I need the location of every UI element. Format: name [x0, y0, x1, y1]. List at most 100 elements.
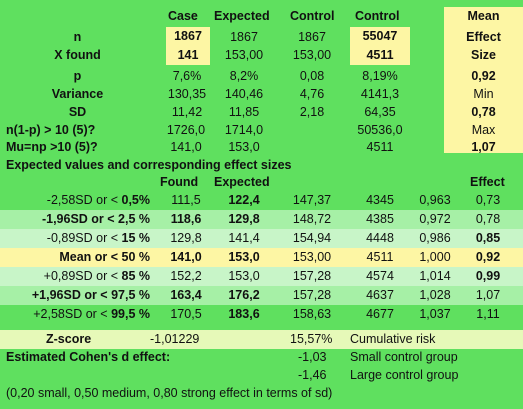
effect-row-found: 111,5 [171, 193, 201, 207]
zscore-value: -1,01229 [150, 332, 200, 346]
header-control-1: Control [290, 9, 335, 23]
effect-row-sd: -0,89SD or < [46, 231, 122, 245]
effect-row-label: -0,89SD or < 15 % [0, 229, 150, 248]
effect-row-sd: Mean or < [59, 250, 122, 264]
n1p-control-2: 50536,0 [357, 123, 403, 137]
effect-row-pct: 2,5 % [118, 212, 150, 226]
header-expected: Expected [214, 9, 270, 23]
x-control-1: 153,00 [292, 48, 332, 62]
effect-row-found: 118,6 [170, 212, 202, 226]
effect-row-control-2: 4448 [366, 231, 394, 245]
effect-row-label: Mean or < 50 % [0, 248, 150, 267]
min-effect-value: 0,78 [471, 105, 496, 119]
sd-case: 11,42 [171, 105, 203, 119]
cohen-d1: Small control group [350, 350, 458, 364]
header-control-2: Control [355, 9, 400, 23]
effect-row-pct: 15 % [121, 231, 151, 245]
effect-row-control-1: 157,28 [292, 288, 332, 302]
sd-control-2: 64,35 [364, 105, 396, 119]
var-control-2: 4141,3 [360, 87, 400, 101]
effect-row-pct: 0,5% [121, 193, 151, 207]
effect-row-control-1: 157,28 [292, 269, 332, 283]
var-expected: 140,46 [224, 87, 264, 101]
row-bg-4 [0, 248, 523, 267]
n-case[interactable]: 1867 [166, 27, 210, 46]
effect-row-effect: 1,07 [475, 288, 501, 302]
effect-header-found: Found [160, 175, 199, 189]
effect-row-sd: -2,58SD or < [46, 193, 122, 207]
effect-row-effect: 0,78 [475, 212, 501, 226]
footnote: (0,20 small, 0,50 medium, 0,80 strong ef… [6, 386, 333, 400]
effect-row-control-1: 158,63 [292, 307, 332, 321]
p-control-1: 0,08 [299, 69, 325, 83]
effect-row-effect: 0,92 [475, 250, 501, 264]
effect-row-ratio: 0,986 [419, 231, 451, 245]
min-label: Min [473, 87, 494, 101]
effect-row-effect: 0,73 [475, 193, 501, 207]
label-p: p [73, 69, 82, 83]
effect-row-control-2: 4385 [366, 212, 394, 226]
sd-control-1: 2,18 [299, 105, 325, 119]
p-control-2: 8,19% [362, 69, 398, 83]
effect-row-label: -2,58SD or < 0,5% [0, 191, 150, 210]
effect-row-control-2: 4637 [366, 288, 394, 302]
zscore-pct: 15,57% [290, 332, 333, 346]
effect-row-ratio: 1,014 [419, 269, 451, 283]
section-title: Expected values and corresponding effect… [6, 158, 292, 172]
effect-row-ratio: 0,972 [419, 212, 451, 226]
effect-row-control-2: 4677 [366, 307, 394, 321]
effect-row-expected: 122,4 [228, 193, 260, 207]
effect-row-effect: 0,99 [475, 269, 501, 283]
effect-row-expected: 183,6 [228, 307, 260, 321]
label-n1p: n(1-p) > 10 (5)? [6, 123, 96, 137]
effect-row-sd: -1,96SD or < [41, 212, 119, 226]
cohen-v2: -1,46 [298, 368, 327, 382]
label-n: n [73, 30, 82, 44]
x-control-2[interactable]: 4511 [350, 46, 410, 65]
effect-row-label: +1,96SD or < 97,5 % [0, 286, 150, 305]
effect-row-effect: 0,85 [475, 231, 501, 245]
effect-row-ratio: 0,963 [419, 193, 451, 207]
label-variance: Variance [51, 87, 104, 101]
mu-case: 141,0 [170, 140, 202, 154]
effect-row-pct: 85 % [121, 269, 151, 283]
effect-row-pct: 97,5 % [111, 288, 150, 302]
x-case[interactable]: 141 [166, 46, 210, 65]
effect-row-control-1: 148,72 [292, 212, 332, 226]
size-label: Size [470, 48, 496, 62]
zscore-row-bg [0, 330, 523, 349]
n-control-2[interactable]: 55047 [350, 27, 410, 46]
effect-row-pct: 99,5 % [111, 307, 150, 321]
effect-row-expected: 176,2 [228, 288, 260, 302]
n1p-case: 1726,0 [166, 123, 206, 137]
effect-row-sd: +2,58SD or < [33, 307, 112, 321]
header-case: Case [168, 9, 198, 23]
effect-row-found: 163,4 [170, 288, 202, 302]
effect-row-label: +0,89SD or < 85 % [0, 267, 150, 286]
n1p-expected: 1714,0 [224, 123, 264, 137]
effect-row-found: 129,8 [170, 231, 202, 245]
effect-row-control-2: 4511 [366, 250, 394, 264]
zscore-desc: Cumulative risk [350, 332, 436, 346]
p-expected: 8,2% [229, 69, 259, 83]
row-bg-2 [0, 210, 523, 229]
effect-row-control-2: 4345 [366, 193, 394, 207]
effect-row-found: 141,0 [170, 250, 202, 264]
row-bg-5 [0, 267, 523, 286]
effect-row-control-1: 147,37 [292, 193, 332, 207]
mu-control-2: 4511 [366, 140, 394, 154]
effect-row-sd: +1,96SD or < [31, 288, 112, 302]
cohen-label: Estimated Cohen's d effect: [6, 350, 171, 364]
var-control-1: 4,76 [299, 87, 325, 101]
max-effect-value: 1,07 [471, 140, 496, 154]
effect-row-expected: 153,0 [228, 250, 260, 264]
max-label: Max [471, 123, 496, 137]
effect-row-label: -1,96SD or < 2,5 % [0, 210, 150, 229]
effect-row-sd: +0,89SD or < [43, 269, 122, 283]
p-case: 7,6% [172, 69, 202, 83]
effect-row-expected: 129,8 [228, 212, 260, 226]
effect-row-control-1: 154,94 [292, 231, 332, 245]
effect-row-pct: 50 % [121, 250, 151, 264]
cohen-v1: -1,03 [298, 350, 327, 364]
